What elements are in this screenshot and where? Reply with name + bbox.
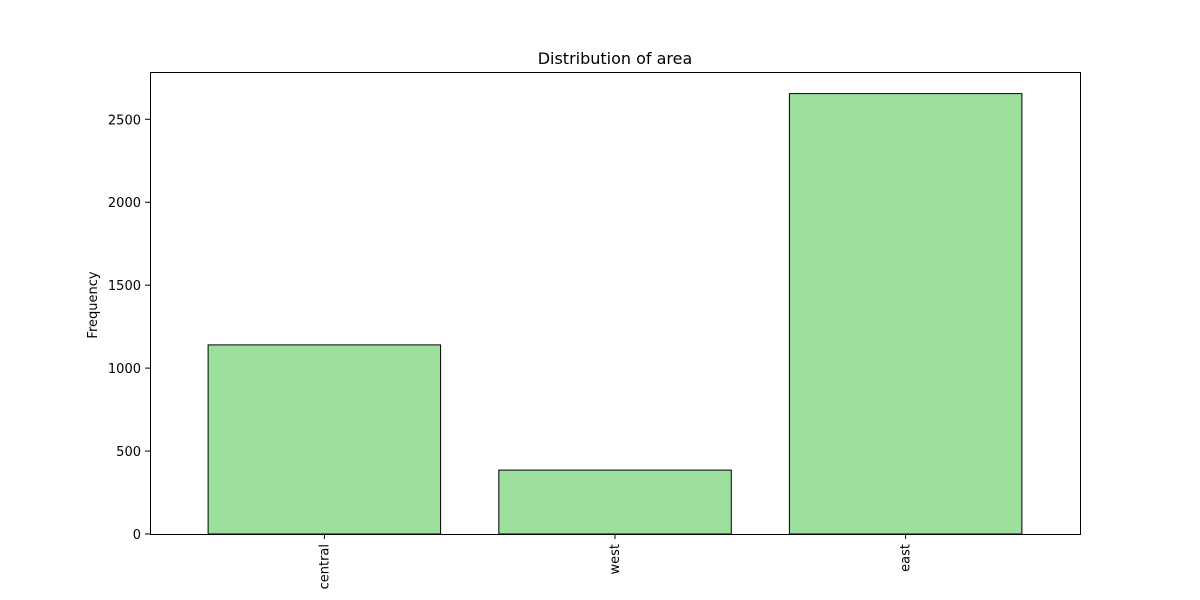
x-tick-label-west: west bbox=[608, 544, 623, 575]
x-tick-label-east: east bbox=[899, 544, 914, 572]
bar-east bbox=[788, 93, 1023, 535]
chart-title: Distribution of area bbox=[538, 49, 693, 68]
y-axis: 0 500 1000 1500 2000 2500 bbox=[108, 113, 150, 543]
y-axis-label: Frequency bbox=[86, 271, 101, 338]
y-tick-label-1000: 1000 bbox=[108, 362, 141, 377]
x-tick-label-central: central bbox=[317, 544, 332, 589]
y-tick-label-2000: 2000 bbox=[108, 196, 141, 211]
x-axis: central west east bbox=[317, 534, 914, 589]
y-tick-label-0: 0 bbox=[133, 528, 141, 543]
bars-group bbox=[207, 93, 1023, 535]
y-tick-label-500: 500 bbox=[116, 445, 141, 460]
y-tick-label-2500: 2500 bbox=[108, 113, 141, 128]
y-tick-label-1500: 1500 bbox=[108, 279, 141, 294]
bar-central bbox=[207, 344, 442, 535]
bar-west bbox=[498, 469, 732, 535]
